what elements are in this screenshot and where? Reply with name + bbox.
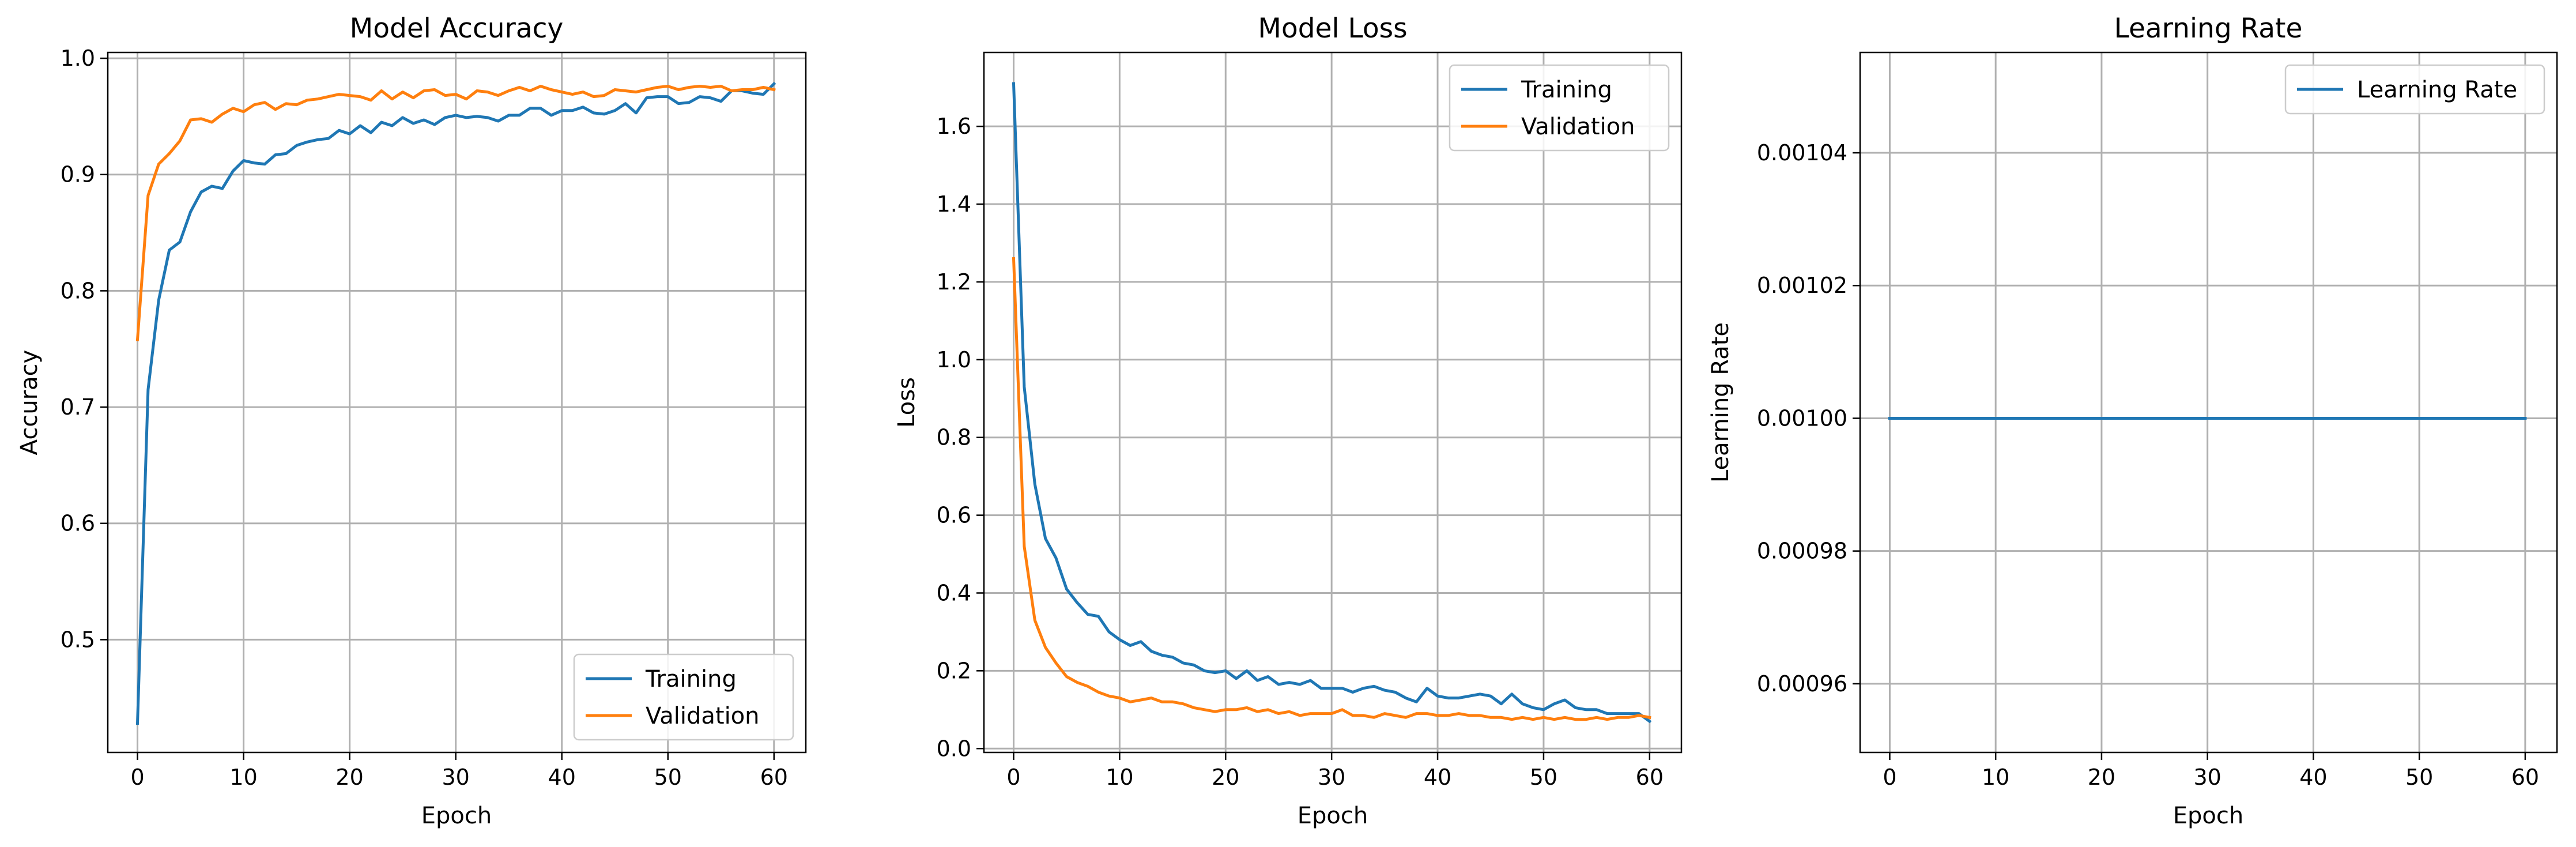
x-axis-label: Epoch — [421, 803, 492, 829]
x-tick-label: 50 — [2405, 765, 2433, 790]
x-tick-label: 20 — [2088, 765, 2115, 790]
legend-box — [1449, 64, 1670, 152]
y-tick-label: 1.0 — [937, 347, 971, 372]
chart-title: Model Loss — [1258, 13, 1407, 44]
x-tick-label: 10 — [1982, 765, 2009, 790]
y-tick-label: 0.00102 — [1757, 273, 1847, 298]
x-tick-label: 60 — [760, 765, 788, 790]
y-axis-label: Loss — [893, 377, 920, 428]
x-tick-label: 50 — [1530, 765, 1557, 790]
y-tick-label: 0.2 — [937, 658, 971, 683]
plot-frame — [983, 51, 1683, 754]
legend-label: Training — [1521, 77, 1612, 103]
chart-title: Model Accuracy — [350, 13, 564, 44]
x-tick-label: 30 — [442, 765, 469, 790]
legend: Training Validation — [1449, 64, 1670, 152]
x-tick-label: 50 — [654, 765, 682, 790]
legend-box — [573, 653, 794, 741]
y-tick-label: 0.00104 — [1757, 140, 1847, 165]
y-tick-label: 0.9 — [61, 162, 95, 187]
x-tick-label: 60 — [2511, 765, 2539, 790]
y-tick-label: 0.7 — [61, 394, 95, 420]
x-tick-label: 10 — [1106, 765, 1133, 790]
legend: Learning Rate — [2284, 64, 2545, 115]
y-tick-label: 0.00098 — [1757, 539, 1847, 564]
x-tick-label: 20 — [335, 765, 363, 790]
plot-frame — [107, 51, 807, 754]
y-tick-label: 0.6 — [61, 511, 95, 536]
x-tick-label: 40 — [548, 765, 576, 790]
x-tick-label: 0 — [1883, 765, 1896, 790]
plot-frame — [1859, 51, 2558, 754]
learning-rate-panel: Learning Rate Epoch Learning Rate 0 10 20 3… — [1707, 13, 2558, 829]
series-line-training — [135, 81, 776, 725]
y-tick-label: 1.4 — [937, 191, 971, 217]
x-axis-label: Epoch — [2173, 803, 2243, 829]
y-axis-label: Learning Rate — [1707, 322, 1734, 483]
legend-label: Training — [645, 666, 737, 692]
y-tick-label: 1.6 — [937, 114, 971, 139]
x-tick-label: 40 — [2299, 765, 2327, 790]
y-tick-label: 0.0 — [937, 736, 971, 761]
y-tick-label: 1.2 — [937, 269, 971, 295]
series-line-training — [1012, 82, 1652, 724]
series-line-validation — [135, 85, 776, 341]
y-tick-label: 0.00100 — [1757, 405, 1847, 431]
accuracy-panel: Model Accuracy Epoch Accuracy 0 10 20 30 40 5… — [16, 13, 807, 829]
x-tick-label: 20 — [1212, 765, 1239, 790]
legend-box — [2284, 64, 2545, 115]
y-tick-label: 0.6 — [937, 503, 971, 528]
x-tick-label: 0 — [130, 765, 144, 790]
x-axis-label: Epoch — [1298, 803, 1368, 829]
y-axis-label: Accuracy — [16, 350, 43, 456]
x-tick-label: 30 — [2193, 765, 2221, 790]
legend-label: Learning Rate — [2357, 77, 2517, 103]
loss-panel: Model Loss Epoch Loss 0 10 20 30 40 50 60 0.0 0.… — [893, 13, 1683, 829]
x-tick-label: 0 — [1006, 765, 1020, 790]
chart-title: Learning Rate — [2114, 13, 2303, 44]
y-tick-label: 0.00096 — [1757, 671, 1847, 697]
legend-label: Validation — [1521, 114, 1635, 140]
y-tick-label: 0.8 — [61, 278, 95, 303]
legend: Training Validation — [573, 653, 794, 741]
x-tick-label: 40 — [1424, 765, 1451, 790]
series-line-validation — [1012, 257, 1651, 721]
y-tick-label: 1.0 — [61, 46, 95, 71]
y-tick-label: 0.8 — [937, 425, 971, 450]
y-tick-label: 0.4 — [937, 580, 971, 605]
x-tick-label: 10 — [229, 765, 257, 790]
legend-label: Validation — [646, 703, 760, 729]
x-tick-label: 60 — [1636, 765, 1664, 790]
y-tick-label: 0.5 — [61, 627, 95, 652]
x-tick-label: 30 — [1318, 765, 1345, 790]
